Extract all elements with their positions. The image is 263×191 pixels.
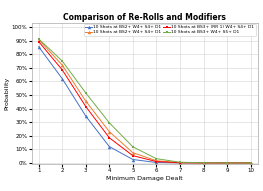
10 Shots at BS3+ W4+ S5+ D1: [178, 161, 181, 163]
10 Shots at BS2+ W4+ S4+ D1: [249, 162, 252, 164]
Title: Comparison of Re-Rolls and Modifiers: Comparison of Re-Rolls and Modifiers: [63, 13, 226, 22]
X-axis label: Minimum Damage Dealt: Minimum Damage Dealt: [106, 176, 183, 181]
10 Shots at BS3+ (RR 1) W4+ S4+ D1: [226, 162, 229, 164]
10 Shots at BS2+ W4+ S4+ D1: [155, 161, 158, 164]
Y-axis label: Probability: Probability: [4, 77, 9, 110]
10 Shots at BS3+ (RR 1) W4+ S4+ D1: [60, 69, 64, 71]
10 Shots at BS2+ W4+ S4+ D1: [60, 78, 64, 80]
10 Shots at BS3+ W4+ S5+ D1: [155, 158, 158, 160]
10 Shots at BS2+ W4+ S4+ D1: [249, 162, 252, 164]
10 Shots at BS2+ W4+ S4+ D1: [84, 100, 87, 102]
10 Shots at BS2+ W4+ S4+ D1: [60, 64, 64, 66]
10 Shots at BS2+ W4+ S4+ D1: [84, 115, 87, 117]
10 Shots at BS3+ (RR 1) W4+ S4+ D1: [178, 162, 181, 164]
Line: 10 Shots at BS2+ W4+ S4+ D1: 10 Shots at BS2+ W4+ S4+ D1: [37, 45, 252, 165]
10 Shots at BS3+ W4+ S5+ D1: [108, 122, 111, 124]
10 Shots at BS3+ W4+ S5+ D1: [226, 162, 229, 164]
10 Shots at BS3+ (RR 1) W4+ S4+ D1: [131, 155, 134, 157]
10 Shots at BS2+ W4+ S4+ D1: [178, 162, 181, 164]
10 Shots at BS2+ W4+ S4+ D1: [226, 162, 229, 164]
10 Shots at BS2+ W4+ S4+ D1: [155, 159, 158, 162]
10 Shots at BS3+ W4+ S5+ D1: [84, 92, 87, 94]
10 Shots at BS2+ W4+ S4+ D1: [131, 158, 134, 161]
10 Shots at BS2+ W4+ S4+ D1: [178, 161, 181, 164]
10 Shots at BS2+ W4+ S4+ D1: [108, 146, 111, 148]
10 Shots at BS2+ W4+ S4+ D1: [108, 130, 111, 133]
10 Shots at BS3+ W4+ S5+ D1: [202, 162, 205, 164]
10 Shots at BS2+ W4+ S4+ D1: [37, 38, 40, 41]
Line: 10 Shots at BS3+ (RR 1) W4+ S4+ D1: 10 Shots at BS3+ (RR 1) W4+ S4+ D1: [37, 40, 252, 164]
10 Shots at BS3+ W4+ S5+ D1: [37, 38, 40, 40]
10 Shots at BS2+ W4+ S4+ D1: [131, 152, 134, 154]
10 Shots at BS3+ (RR 1) W4+ S4+ D1: [249, 162, 252, 164]
10 Shots at BS2+ W4+ S4+ D1: [226, 162, 229, 164]
Line: 10 Shots at BS3+ W4+ S5+ D1: 10 Shots at BS3+ W4+ S5+ D1: [37, 37, 252, 164]
10 Shots at BS3+ W4+ S5+ D1: [131, 146, 134, 148]
10 Shots at BS3+ (RR 1) W4+ S4+ D1: [202, 162, 205, 164]
10 Shots at BS3+ W4+ S5+ D1: [249, 162, 252, 164]
10 Shots at BS2+ W4+ S4+ D1: [202, 162, 205, 164]
10 Shots at BS3+ (RR 1) W4+ S4+ D1: [37, 40, 40, 43]
10 Shots at BS3+ (RR 1) W4+ S4+ D1: [155, 160, 158, 163]
Legend: 10 Shots at BS2+ W4+ S4+ D1, 10 Shots at BS2+ W4+ S4+ D1, 10 Shots at BS3+ (RR 1: 10 Shots at BS2+ W4+ S4+ D1, 10 Shots at…: [84, 24, 256, 36]
10 Shots at BS2+ W4+ S4+ D1: [37, 46, 40, 48]
10 Shots at BS3+ (RR 1) W4+ S4+ D1: [84, 105, 87, 108]
10 Shots at BS3+ (RR 1) W4+ S4+ D1: [108, 137, 111, 139]
10 Shots at BS3+ W4+ S5+ D1: [60, 60, 64, 62]
10 Shots at BS2+ W4+ S4+ D1: [202, 162, 205, 164]
Line: 10 Shots at BS2+ W4+ S4+ D1: 10 Shots at BS2+ W4+ S4+ D1: [37, 38, 252, 165]
